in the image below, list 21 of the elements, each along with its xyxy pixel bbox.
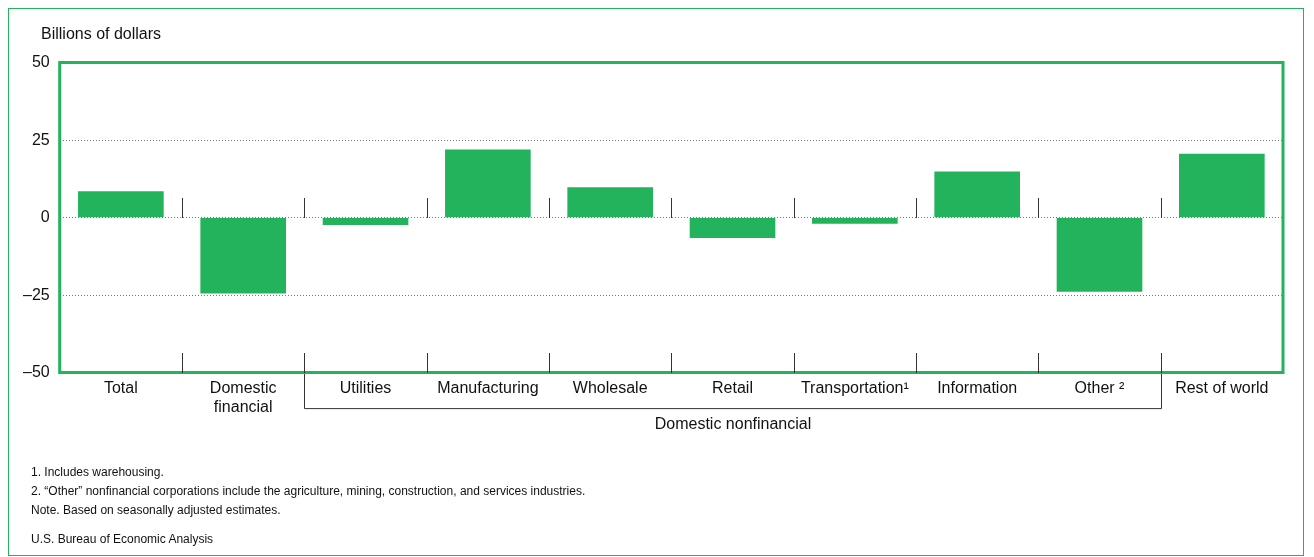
x-tick-label: Total bbox=[103, 378, 138, 396]
x-tick-label: Domestic financial bbox=[209, 378, 277, 415]
x-tick-label: Transportation¹ bbox=[800, 378, 909, 396]
text: Domestic nonfinancial bbox=[654, 415, 812, 433]
y-tick-label: –50 bbox=[22, 363, 50, 381]
text: U.S. Bureau of Economic Analysis bbox=[31, 531, 215, 548]
x-tick-label: Rest of world bbox=[1175, 378, 1269, 396]
text: 1. Includes warehousing. bbox=[31, 464, 165, 481]
x-tick-label: Manufacturing bbox=[437, 378, 539, 396]
x-tick-label: Utilities bbox=[339, 378, 392, 396]
x-tick-label: Retail bbox=[712, 378, 753, 396]
text: 2. “Other” nonfinancial corporations include the agriculture, mining, construction, and services industries. bbox=[31, 483, 587, 500]
x-tick-label: Other ² bbox=[1074, 378, 1126, 396]
text: Note. Based on seasonally adjusted estimates. bbox=[31, 502, 282, 519]
x-tick-label: Information bbox=[937, 378, 1018, 396]
x-tick-label: Wholesale bbox=[572, 378, 648, 396]
y-tick-label: 0 bbox=[40, 208, 50, 226]
y-tick-label: 25 bbox=[31, 130, 50, 148]
y-tick-label: –25 bbox=[22, 285, 50, 303]
y-axis-title: Billions of dollars bbox=[40, 24, 163, 43]
y-tick-label: 50 bbox=[31, 53, 50, 71]
